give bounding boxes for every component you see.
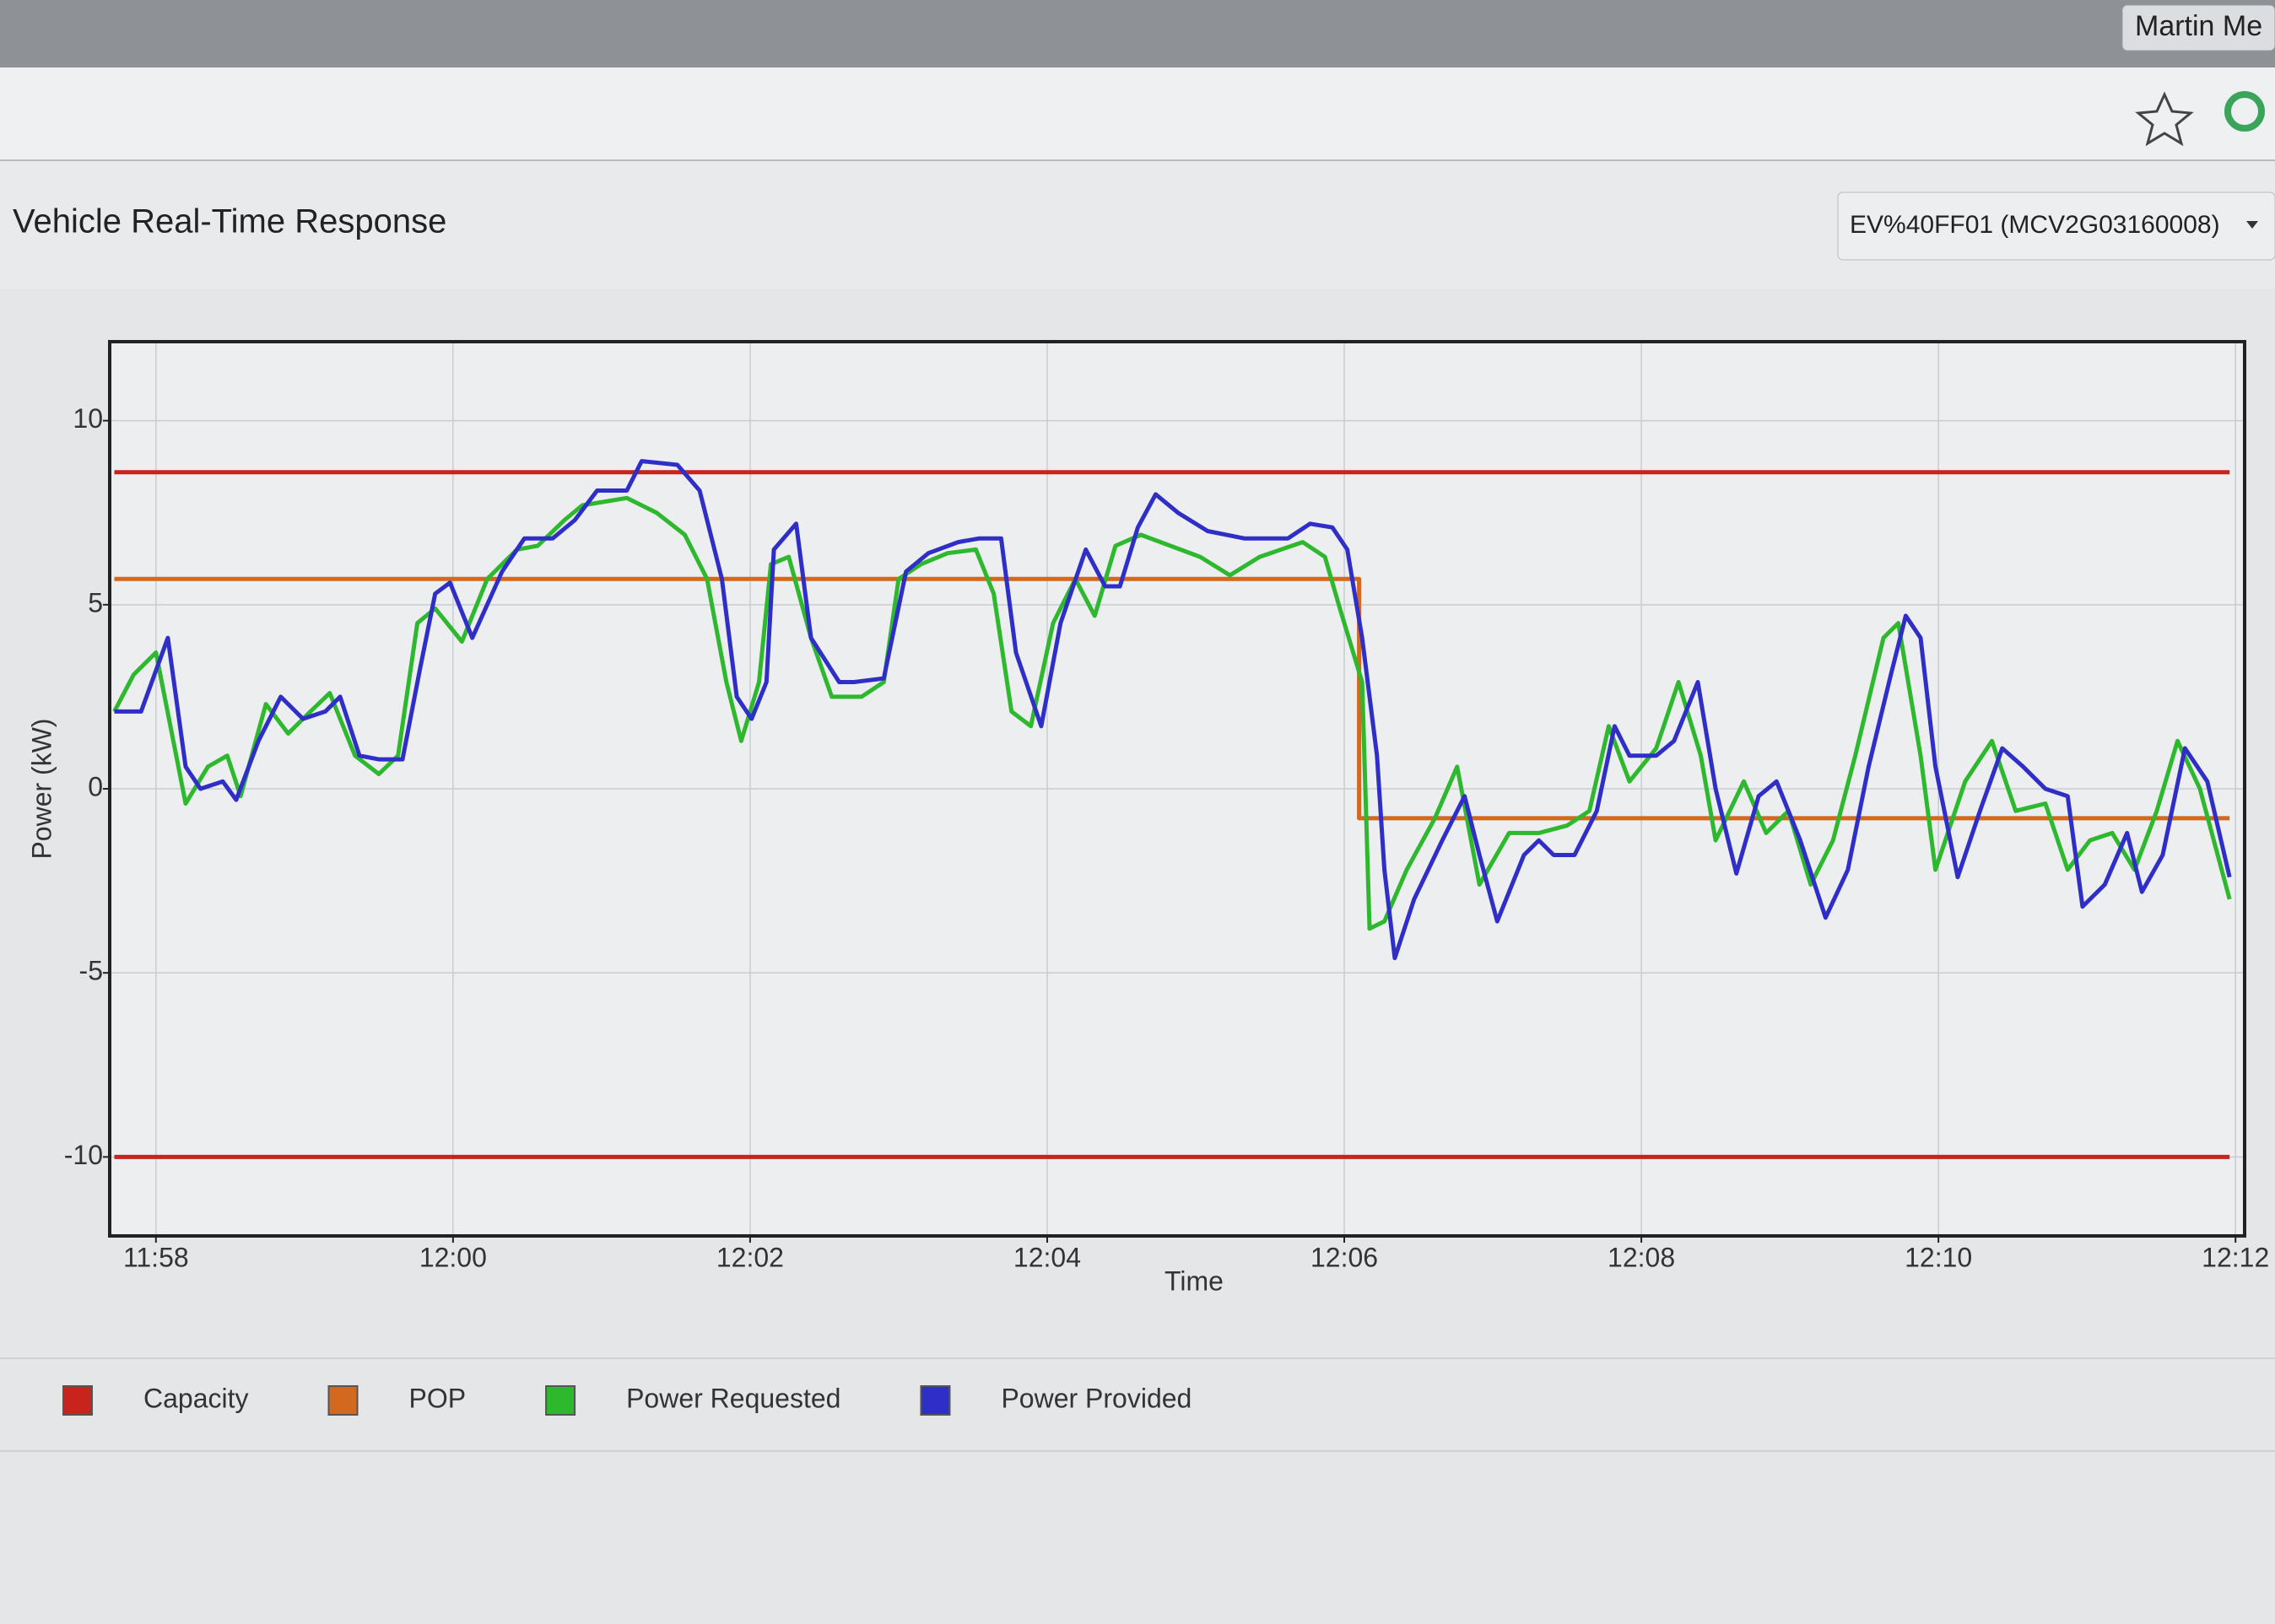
user-badge[interactable]: [2121, 4, 2275, 51]
page-title: Vehicle Real-Time Response: [13, 203, 446, 240]
x-tick-label: 11:58: [123, 1242, 189, 1272]
legend-swatch: [545, 1385, 576, 1416]
title-bar: [0, 0, 2275, 67]
x-tick-label: 12:00: [419, 1242, 487, 1272]
x-tick-label: 12:10: [1905, 1242, 1972, 1272]
y-axis-title: Power (kW): [26, 718, 57, 859]
series-line: [114, 459, 2232, 961]
series-layer: [112, 459, 2232, 1159]
vehicle-select-label: EV%40FF01 (MCV2G03160008): [1850, 211, 2220, 239]
axes: -10 -5 0 5 10 11:58 12:00 12:02 12:04 12:06 12:08 1…: [26, 403, 2269, 1296]
legend-swatch: [920, 1385, 951, 1416]
series-line: [114, 470, 2230, 1159]
user-name: Martin Me: [2135, 10, 2262, 42]
legend-label: Power Provided: [1001, 1383, 1192, 1413]
y-tick-label: -10: [64, 1140, 103, 1170]
legend-label: Capacity: [143, 1383, 249, 1413]
x-tick-label: 12:08: [1608, 1242, 1675, 1272]
y-tick-label: 10: [73, 403, 103, 434]
legend-swatch: [327, 1385, 359, 1416]
series-line: [114, 576, 2230, 821]
vehicle-select[interactable]: [1837, 192, 2275, 261]
y-tick-label: 5: [88, 587, 103, 618]
legend-label: POP: [409, 1383, 467, 1413]
extension-icon[interactable]: [2224, 91, 2265, 132]
toolbar: [0, 67, 2275, 160]
legend-label: Power Requested: [626, 1383, 840, 1413]
legend: Capacity POP Power Requested Power Provided: [62, 1383, 1192, 1416]
x-tick-label: 12:12: [2202, 1242, 2269, 1272]
y-tick-label: -5: [79, 956, 103, 986]
x-tick-label: 12:04: [1013, 1242, 1081, 1272]
dropdown-arrow: [2246, 221, 2258, 229]
legend-swatch: [62, 1385, 93, 1416]
x-axis-title: Time: [1165, 1265, 1224, 1296]
x-tick-label: 12:02: [716, 1242, 784, 1272]
y-tick-label: 0: [88, 771, 103, 801]
series-line: [112, 495, 2232, 931]
bookmark-star[interactable]: [2135, 91, 2194, 147]
x-tick-label: 12:06: [1310, 1242, 1378, 1272]
